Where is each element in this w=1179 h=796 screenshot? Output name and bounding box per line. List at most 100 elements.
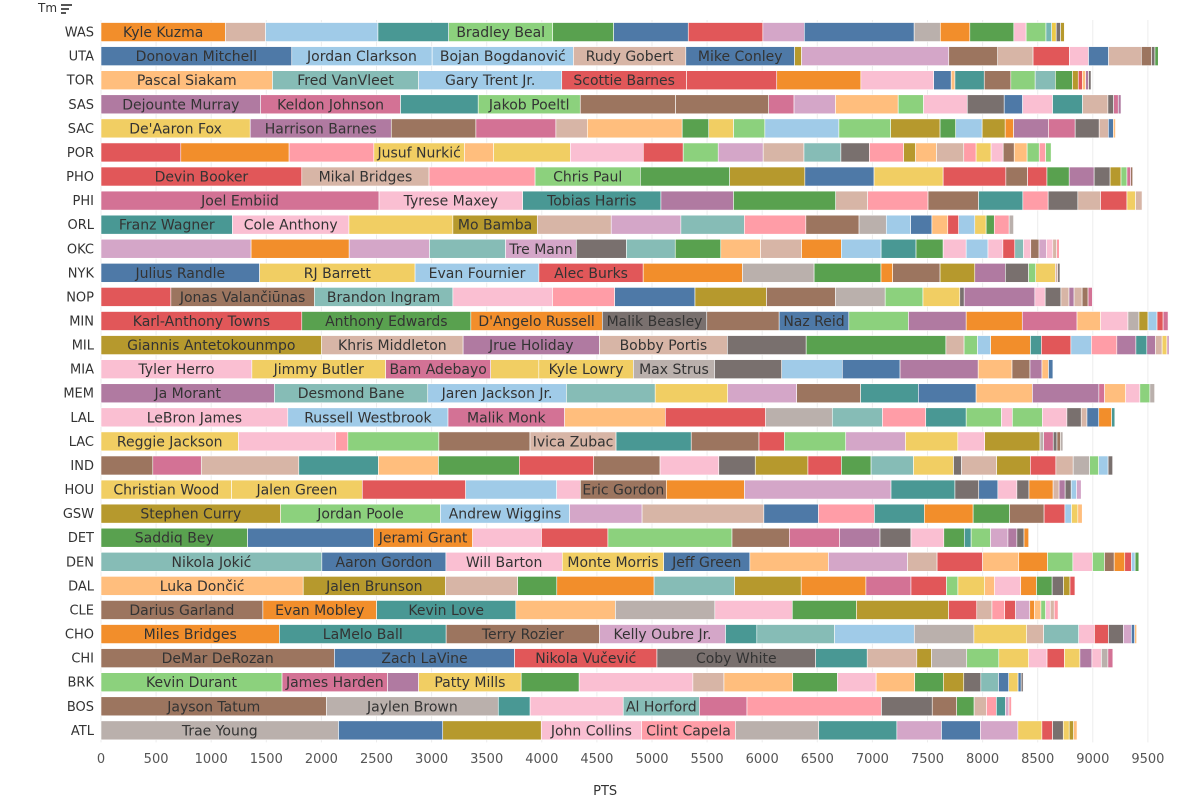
- bar-segment[interactable]: [1098, 455, 1109, 476]
- bar-segment[interactable]: [1073, 287, 1083, 307]
- bar-segment[interactable]: [442, 720, 542, 741]
- bar-segment[interactable]: [1126, 190, 1136, 211]
- bar-segment[interactable]: [680, 214, 745, 235]
- bar-segment[interactable]: [978, 190, 1024, 211]
- bar-segment[interactable]: [914, 672, 944, 693]
- bar-segment[interactable]: [1107, 648, 1114, 668]
- bar-segment[interactable]: [813, 263, 882, 283]
- bar-segment[interactable]: [879, 527, 912, 548]
- bar-segment[interactable]: [288, 142, 375, 163]
- bar-segment[interactable]: [1155, 335, 1163, 355]
- bar-segment[interactable]: [784, 431, 847, 452]
- bar-segment[interactable]: [552, 287, 615, 307]
- bar-segment[interactable]: [1014, 238, 1024, 259]
- bar-segment[interactable]: [964, 527, 972, 548]
- bar-segment[interactable]: [1032, 383, 1100, 404]
- bar-segment[interactable]: [626, 238, 676, 259]
- bar-segment[interactable]: [973, 624, 1027, 644]
- bar-segment[interactable]: [1017, 720, 1043, 741]
- bar-segment[interactable]: [1134, 624, 1137, 644]
- bar-segment[interactable]: [834, 624, 915, 644]
- bar-segment[interactable]: [880, 263, 893, 283]
- bar-segment[interactable]: [905, 431, 959, 452]
- bar-segment[interactable]: [766, 287, 836, 307]
- bar-segment[interactable]: [1104, 383, 1126, 404]
- bar-segment[interactable]: [867, 190, 929, 211]
- bar-segment[interactable]: [1063, 576, 1071, 596]
- bar-segment[interactable]: [1034, 600, 1042, 620]
- bar-segment[interactable]: [1146, 335, 1156, 355]
- bar-segment[interactable]: [913, 624, 975, 644]
- bar-segment[interactable]: [1047, 190, 1079, 211]
- bar-segment[interactable]: [1162, 311, 1169, 331]
- bar-segment[interactable]: [897, 94, 924, 115]
- bar-segment[interactable]: [936, 142, 965, 163]
- bar-segment[interactable]: [727, 383, 797, 404]
- bar-segment[interactable]: [781, 359, 843, 379]
- bar-segment[interactable]: [1044, 287, 1062, 307]
- bar-segment[interactable]: [838, 118, 891, 139]
- bar-segment[interactable]: [948, 600, 978, 620]
- bar-segment[interactable]: [1108, 118, 1114, 139]
- bar-segment[interactable]: [556, 479, 581, 500]
- bar-segment[interactable]: [1025, 22, 1047, 42]
- bar-segment[interactable]: [570, 142, 644, 163]
- bar-segment[interactable]: [946, 576, 959, 596]
- bar-segment[interactable]: [536, 214, 612, 235]
- bar-segment[interactable]: [1069, 576, 1076, 596]
- bar-segment[interactable]: [994, 576, 1022, 596]
- bar-segment[interactable]: [1081, 287, 1089, 307]
- bar-segment[interactable]: [1029, 359, 1043, 379]
- bar-segment[interactable]: [996, 696, 1006, 717]
- bar-segment[interactable]: [682, 142, 719, 163]
- bar-segment[interactable]: [1130, 166, 1133, 187]
- bar-segment[interactable]: [725, 624, 758, 644]
- bar-segment[interactable]: [1002, 238, 1016, 259]
- bar-segment[interactable]: [945, 335, 965, 355]
- bar-segment[interactable]: [1124, 551, 1132, 572]
- bar-segment[interactable]: [803, 22, 915, 42]
- bar-segment[interactable]: [744, 479, 892, 500]
- bar-segment[interactable]: [948, 46, 998, 66]
- bar-segment[interactable]: [805, 214, 860, 235]
- bar-segment[interactable]: [1077, 190, 1101, 211]
- bar-segment[interactable]: [1139, 383, 1151, 404]
- bar-segment[interactable]: [1002, 142, 1015, 163]
- bar-segment[interactable]: [998, 672, 1010, 693]
- bar-segment[interactable]: [977, 335, 991, 355]
- bar-segment[interactable]: [1060, 431, 1064, 452]
- bar-segment[interactable]: [464, 142, 494, 163]
- bar-segment[interactable]: [749, 551, 829, 572]
- bar-segment[interactable]: [1038, 238, 1047, 259]
- bar-segment[interactable]: [1161, 335, 1168, 355]
- bar-segment[interactable]: [758, 431, 785, 452]
- bar-segment[interactable]: [993, 214, 1010, 235]
- bar-segment[interactable]: [515, 600, 616, 620]
- bar-segment[interactable]: [986, 696, 997, 717]
- bar-segment[interactable]: [972, 503, 1010, 524]
- bar-segment[interactable]: [653, 576, 735, 596]
- bar-segment[interactable]: [927, 190, 979, 211]
- bar-segment[interactable]: [1111, 407, 1116, 428]
- bar-segment[interactable]: [840, 142, 870, 163]
- bar-segment[interactable]: [1126, 166, 1132, 187]
- bar-segment[interactable]: [1021, 311, 1078, 331]
- bar-segment[interactable]: [1104, 551, 1115, 572]
- bar-segment[interactable]: [690, 431, 760, 452]
- bar-segment[interactable]: [963, 287, 1036, 307]
- bar-segment[interactable]: [564, 407, 666, 428]
- bar-segment[interactable]: [754, 455, 809, 476]
- bar-segment[interactable]: [1023, 527, 1029, 548]
- bar-segment[interactable]: [925, 407, 967, 428]
- bar-segment[interactable]: [896, 720, 942, 741]
- bar-segment[interactable]: [1046, 166, 1070, 187]
- bar-segment[interactable]: [954, 479, 980, 500]
- bar-segment[interactable]: [918, 383, 977, 404]
- bar-segment[interactable]: [1028, 648, 1048, 668]
- bar-segment[interactable]: [959, 287, 965, 307]
- bar-segment[interactable]: [763, 503, 819, 524]
- bar-segment[interactable]: [665, 407, 766, 428]
- bar-segment[interactable]: [1079, 648, 1093, 668]
- bar-segment[interactable]: [1012, 407, 1043, 428]
- bar-segment[interactable]: [708, 118, 734, 139]
